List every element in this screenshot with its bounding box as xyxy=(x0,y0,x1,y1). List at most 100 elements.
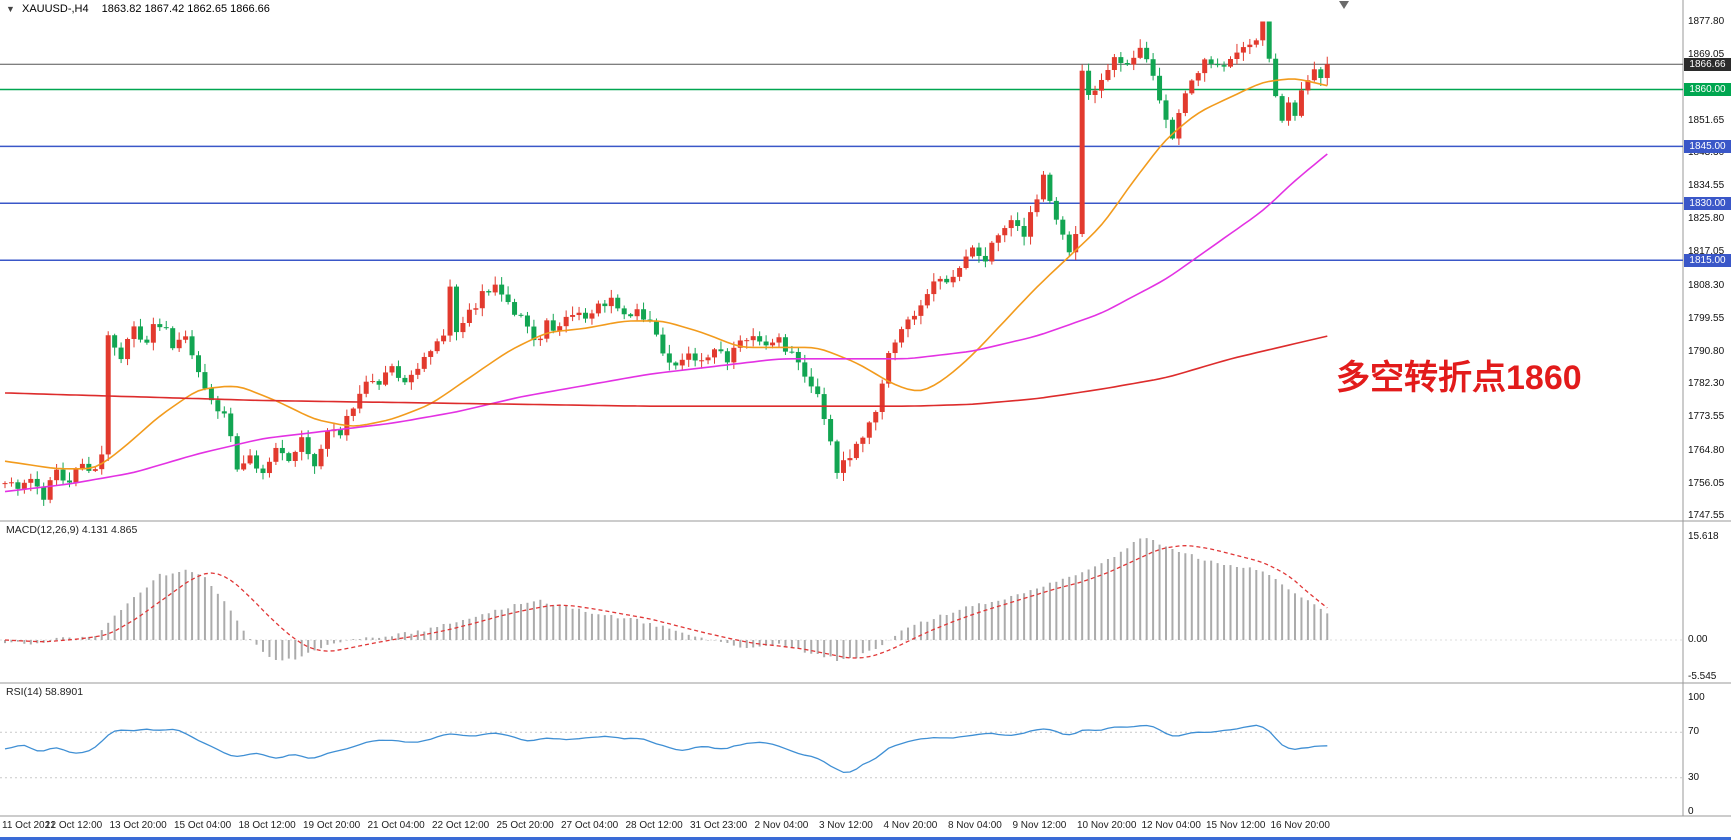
time-axis-label[interactable]: 4 Nov 20:00 xyxy=(883,820,938,831)
macd-axis-label[interactable]: -5.545 xyxy=(1688,670,1717,682)
time-axis-label[interactable]: 21 Oct 04:00 xyxy=(367,820,425,831)
time-axis-label[interactable]: 11 Oct 2021 xyxy=(2,820,56,831)
candle-body xyxy=(576,312,582,316)
candle-body xyxy=(815,386,821,395)
candle-body xyxy=(163,327,169,329)
candle-body xyxy=(196,355,201,373)
price-axis-label[interactable]: 1773.55 xyxy=(1688,411,1725,423)
price-axis-label[interactable]: 1834.55 xyxy=(1688,180,1725,192)
time-axis-label[interactable]: 12 Oct 12:00 xyxy=(44,820,103,831)
candle-body xyxy=(473,308,479,310)
price-axis-label[interactable]: 1851.65 xyxy=(1688,115,1725,127)
candle-body xyxy=(54,469,60,481)
time-axis-label[interactable]: 8 Nov 04:00 xyxy=(947,820,1002,831)
candle-body xyxy=(486,291,492,293)
candle-body xyxy=(750,336,756,341)
price-axis-label[interactable]: 1756.05 xyxy=(1688,477,1725,489)
time-axis-label[interactable]: 15 Oct 04:00 xyxy=(173,820,232,831)
candle-body xyxy=(860,437,866,444)
candle-body xyxy=(621,308,627,315)
candle-body xyxy=(570,315,576,317)
macd-axis-label[interactable]: 15.618 xyxy=(1688,530,1719,542)
price-axis-label[interactable]: 1869.05 xyxy=(1688,49,1725,61)
candle-body xyxy=(989,242,995,262)
time-axis-label[interactable]: 16 Nov 20:00 xyxy=(1270,820,1330,831)
candle-body xyxy=(1311,69,1317,81)
candle-body xyxy=(208,388,214,401)
price-axis-label[interactable]: 1825.80 xyxy=(1688,213,1725,225)
time-axis-label[interactable]: 12 Nov 04:00 xyxy=(1141,820,1201,831)
time-axis-label[interactable]: 2 Nov 04:00 xyxy=(754,820,809,831)
time-axis-label[interactable]: 9 Nov 12:00 xyxy=(1012,820,1067,831)
candle-body xyxy=(911,315,917,320)
macd-axis-label[interactable]: 0.00 xyxy=(1688,634,1708,645)
rsi-axis-label[interactable]: 0 xyxy=(1688,806,1694,817)
candle-body xyxy=(408,374,414,383)
candle-body xyxy=(221,411,227,414)
candle-body xyxy=(234,436,240,470)
time-axis-label[interactable]: 15 Nov 12:00 xyxy=(1205,820,1266,831)
time-axis-label[interactable]: 28 Oct 12:00 xyxy=(625,820,683,831)
time-axis-label[interactable]: 19 Oct 20:00 xyxy=(302,820,361,831)
candle-body xyxy=(67,480,72,483)
rsi-axis-label[interactable]: 70 xyxy=(1688,726,1700,738)
candle-body xyxy=(692,353,698,361)
price-axis-label[interactable]: 1817.05 xyxy=(1688,246,1725,258)
price-axis-label[interactable]: 1799.55 xyxy=(1688,312,1725,324)
candle-body xyxy=(686,353,692,360)
candle-body xyxy=(99,454,105,470)
candle-body xyxy=(466,309,472,323)
candle-body xyxy=(705,357,711,361)
time-axis-label[interactable]: 25 Oct 20:00 xyxy=(496,820,554,831)
candle-body xyxy=(795,351,801,363)
rsi-line xyxy=(4,724,1328,774)
price-axis-label[interactable]: 1808.30 xyxy=(1688,279,1725,291)
price-axis-label[interactable]: 1877.80 xyxy=(1688,16,1725,27)
time-axis-label[interactable]: 3 Nov 12:00 xyxy=(818,820,873,831)
candle-body xyxy=(1163,100,1169,120)
candle-body xyxy=(931,281,937,295)
candle-body xyxy=(1073,234,1079,253)
candle-body xyxy=(970,247,975,257)
candle-body xyxy=(537,338,543,341)
bottom-scroll-strip[interactable] xyxy=(0,837,1731,840)
candle-body xyxy=(2,483,8,485)
time-axis-label[interactable]: 27 Oct 04:00 xyxy=(560,820,619,831)
candle-body xyxy=(524,315,530,327)
candle-body xyxy=(1260,21,1266,41)
time-axis-label[interactable]: 31 Oct 23:00 xyxy=(689,820,748,831)
candle-body xyxy=(376,381,382,385)
candle-body xyxy=(215,400,221,412)
chart-shift-marker[interactable] xyxy=(1339,1,1349,9)
candle-body xyxy=(1247,44,1253,48)
candle-body xyxy=(653,320,659,335)
candle-body xyxy=(679,359,685,366)
time-axis-label[interactable]: 10 Nov 20:00 xyxy=(1076,820,1137,831)
candle-body xyxy=(873,411,879,423)
time-axis-label[interactable]: 22 Oct 12:00 xyxy=(431,820,490,831)
price-axis-label[interactable]: 1747.55 xyxy=(1688,510,1725,522)
level-price-box: 1860.00 xyxy=(1684,83,1731,96)
time-axis-label[interactable]: 13 Oct 20:00 xyxy=(109,820,167,831)
candle-body xyxy=(241,463,247,470)
candle-body xyxy=(995,235,1001,243)
candle-body xyxy=(1099,79,1104,91)
candle-body xyxy=(615,297,621,309)
candle-body xyxy=(15,482,21,489)
candle-body xyxy=(157,324,163,328)
rsi-axis-label[interactable]: 100 xyxy=(1688,692,1705,703)
price-axis-label[interactable]: 1782.30 xyxy=(1688,378,1725,390)
candle-body xyxy=(434,341,440,352)
price-axis-label[interactable]: 1790.80 xyxy=(1688,345,1725,357)
candle-body xyxy=(718,349,724,352)
candle-body xyxy=(737,340,743,348)
candle-body xyxy=(589,313,595,319)
time-axis-label[interactable]: 18 Oct 12:00 xyxy=(238,820,296,831)
candle-body xyxy=(1221,65,1227,67)
candle-body xyxy=(583,312,588,319)
rsi-axis-label[interactable]: 30 xyxy=(1688,771,1700,783)
candle-body xyxy=(1157,75,1163,101)
candle-body xyxy=(1279,96,1285,121)
price-axis-label[interactable]: 1764.80 xyxy=(1688,444,1725,456)
